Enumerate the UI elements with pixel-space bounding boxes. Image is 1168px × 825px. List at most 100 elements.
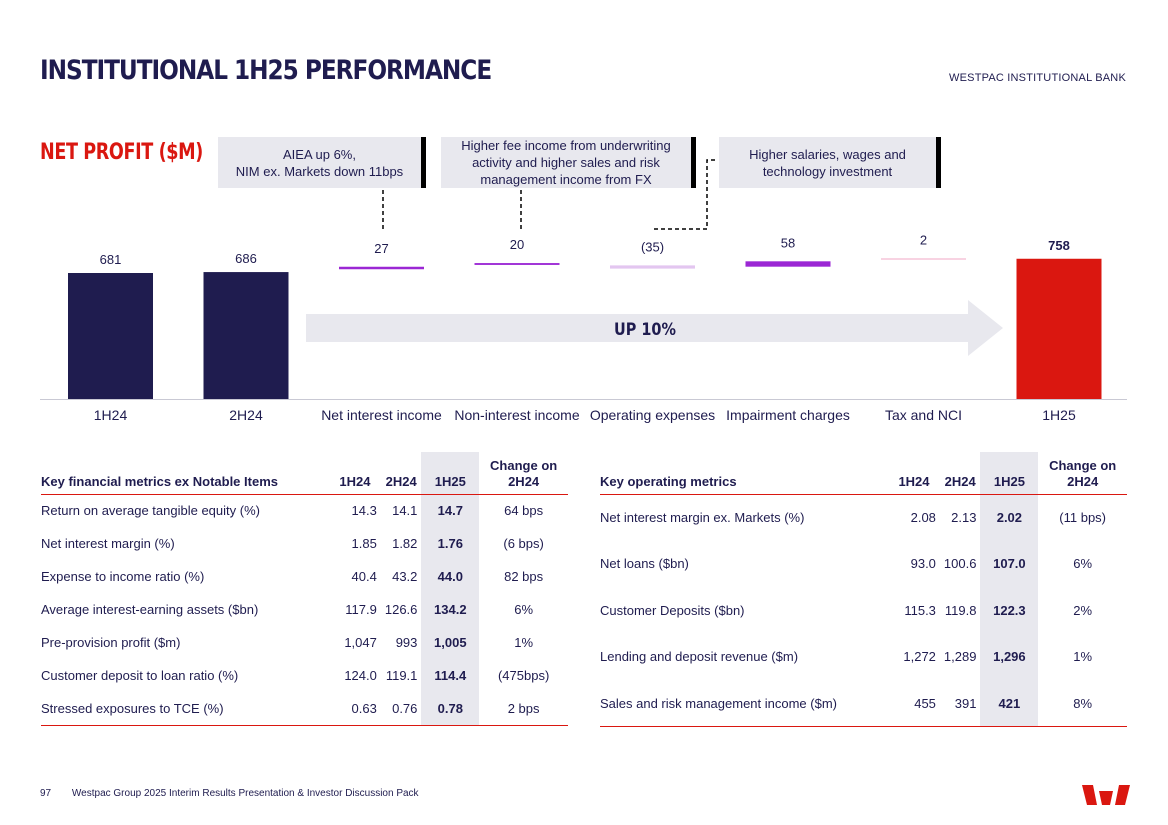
table-cell: 1.82 bbox=[381, 527, 422, 560]
key-financial-metrics-table: Key financial metrics ex Notable Items 1H… bbox=[41, 452, 568, 726]
table-row: Average interest-earning assets ($bn) 117… bbox=[41, 593, 568, 626]
column-header: 1H25 bbox=[421, 452, 479, 494]
data-label: 686 bbox=[235, 251, 257, 266]
table-cell: 126.6 bbox=[381, 593, 422, 626]
table-cell: 107.0 bbox=[980, 541, 1038, 588]
delta-operating-expenses bbox=[610, 265, 695, 268]
table-cell: Return on average tangible equity (%) bbox=[41, 494, 329, 527]
table-cell: Pre-provision profit ($m) bbox=[41, 626, 329, 659]
table-cell: Lending and deposit revenue ($m) bbox=[600, 634, 888, 681]
table-cell: 124.0 bbox=[329, 659, 381, 692]
table-cell: 2.02 bbox=[980, 494, 1038, 541]
callout-box: Higher salaries, wages and technology in… bbox=[719, 137, 941, 188]
table-cell: 122.3 bbox=[980, 587, 1038, 634]
westpac-logo bbox=[1082, 785, 1130, 805]
table-cell: 14.1 bbox=[381, 494, 422, 527]
table-cell: Customer Deposits ($bn) bbox=[600, 587, 888, 634]
table-cell: 100.6 bbox=[940, 541, 981, 588]
table-cell: Sales and risk management income ($m) bbox=[600, 680, 888, 727]
callout-box: Higher fee income from underwriting acti… bbox=[441, 137, 696, 188]
bar-1h25 bbox=[1017, 259, 1102, 399]
page-number: 97 bbox=[40, 788, 51, 799]
table-cell: Net interest margin (%) bbox=[41, 527, 329, 560]
data-label: 758 bbox=[1048, 238, 1070, 253]
table-row: Customer deposit to loan ratio (%) 124.0 1… bbox=[41, 659, 568, 692]
table-cell: 421 bbox=[980, 680, 1038, 727]
table-cell: 1,296 bbox=[980, 634, 1038, 681]
category-label: Impairment charges bbox=[726, 407, 850, 423]
delta-non-interest-income bbox=[475, 263, 560, 265]
table-cell: 40.4 bbox=[329, 560, 381, 593]
table-cell: 115.3 bbox=[888, 587, 940, 634]
table-row: Customer Deposits ($bn) 115.3 119.8 122.3 2% bbox=[600, 587, 1127, 634]
column-header: 2H24 bbox=[381, 452, 422, 494]
table-cell: 14.7 bbox=[421, 494, 479, 527]
table-cell: 2% bbox=[1038, 587, 1127, 634]
data-label: 27 bbox=[374, 241, 388, 256]
table-row: Pre-provision profit ($m) 1,047 993 1,005 1% bbox=[41, 626, 568, 659]
data-label: 681 bbox=[100, 252, 122, 267]
table-cell: 114.4 bbox=[421, 659, 479, 692]
column-header: 2H24 bbox=[940, 452, 981, 494]
table-cell: (11 bps) bbox=[1038, 494, 1127, 541]
bar-1h24 bbox=[68, 273, 153, 399]
table-cell: 1.85 bbox=[329, 527, 381, 560]
table-cell: 1.76 bbox=[421, 527, 479, 560]
table-cell: 64 bps bbox=[479, 494, 568, 527]
table-cell: 8% bbox=[1038, 680, 1127, 727]
table-row: Net interest margin (%) 1.85 1.82 1.76 (6 bp… bbox=[41, 527, 568, 560]
category-label: Non-interest income bbox=[454, 407, 579, 423]
table-row: Expense to income ratio (%) 40.4 43.2 44.0 8… bbox=[41, 560, 568, 593]
table-cell: (475bps) bbox=[479, 659, 568, 692]
callout-box: AIEA up 6%, NIM ex. Markets down 11bps bbox=[218, 137, 426, 188]
column-header: 1H24 bbox=[888, 452, 940, 494]
table-cell: Net loans ($bn) bbox=[600, 541, 888, 588]
table-cell: 1,005 bbox=[421, 626, 479, 659]
table-cell: 1% bbox=[1038, 634, 1127, 681]
table-cell: Customer deposit to loan ratio (%) bbox=[41, 659, 329, 692]
delta-tax-and-nci bbox=[881, 259, 966, 260]
table-row: Sales and risk management income ($m) 455… bbox=[600, 680, 1127, 727]
table-cell: 119.1 bbox=[381, 659, 422, 692]
table-cell: 2 bps bbox=[479, 692, 568, 725]
table-cell: 391 bbox=[940, 680, 981, 727]
bar-2h24 bbox=[204, 272, 289, 399]
table-header-row: Key financial metrics ex Notable Items 1H… bbox=[41, 452, 568, 494]
table-row: Return on average tangible equity (%) 14.… bbox=[41, 494, 568, 527]
table-cell: 82 bps bbox=[479, 560, 568, 593]
table-row: Stressed exposures to TCE (%) 0.63 0.76 0.7… bbox=[41, 692, 568, 725]
category-label: 1H25 bbox=[1042, 407, 1076, 423]
table-cell: Average interest-earning assets ($bn) bbox=[41, 593, 329, 626]
table-cell: 6% bbox=[1038, 541, 1127, 588]
table-cell: 455 bbox=[888, 680, 940, 727]
data-label: (35) bbox=[641, 239, 664, 254]
footer: 97 Westpac Group 2025 Interim Results Pr… bbox=[40, 788, 419, 799]
category-label: Operating expenses bbox=[590, 407, 715, 423]
net-profit-waterfall-chart: UP 10% 681 1H24 686 2H24 27 Net interest incom… bbox=[0, 0, 1168, 430]
table-cell: 93.0 bbox=[888, 541, 940, 588]
data-label: 2 bbox=[920, 233, 927, 248]
key-operating-metrics-table: Key operating metrics 1H24 2H24 1H25 Change … bbox=[600, 452, 1127, 727]
column-header: 1H24 bbox=[329, 452, 381, 494]
column-header: Change on 2H24 bbox=[479, 452, 568, 494]
category-label: 2H24 bbox=[229, 407, 263, 423]
table-cell: 0.76 bbox=[381, 692, 422, 725]
column-header: Key financial metrics ex Notable Items bbox=[41, 452, 329, 494]
table-row: Lending and deposit revenue ($m) 1,272 1,2… bbox=[600, 634, 1127, 681]
table-cell: 993 bbox=[381, 626, 422, 659]
table-cell: 43.2 bbox=[381, 560, 422, 593]
table-cell: 0.63 bbox=[329, 692, 381, 725]
delta-net-interest-income bbox=[339, 267, 424, 269]
table-cell: 44.0 bbox=[421, 560, 479, 593]
table-cell: (6 bps) bbox=[479, 527, 568, 560]
category-label: Tax and NCI bbox=[885, 407, 962, 423]
table-header-row: Key operating metrics 1H24 2H24 1H25 Change … bbox=[600, 452, 1127, 494]
column-header: Key operating metrics bbox=[600, 452, 888, 494]
table-cell: Net interest margin ex. Markets (%) bbox=[600, 494, 888, 541]
category-label: 1H24 bbox=[94, 407, 128, 423]
table-row: Net loans ($bn) 93.0 100.6 107.0 6% bbox=[600, 541, 1127, 588]
table-cell: 14.3 bbox=[329, 494, 381, 527]
table-cell: 1,047 bbox=[329, 626, 381, 659]
column-header: Change on 2H24 bbox=[1038, 452, 1127, 494]
table-cell: Stressed exposures to TCE (%) bbox=[41, 692, 329, 725]
